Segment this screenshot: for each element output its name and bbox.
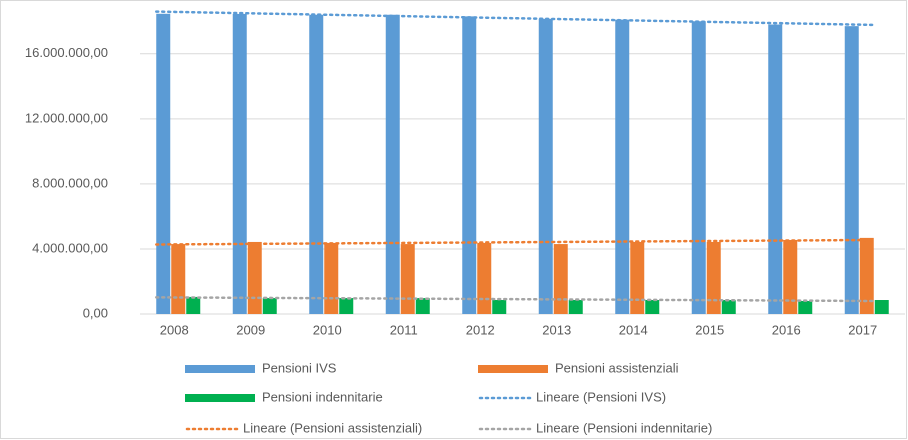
y-tick-label: 0,00 — [83, 305, 108, 320]
y-tick-label: 16.000.000,00 — [25, 45, 108, 60]
legend-label: Lineare (Pensioni assistenziali) — [243, 420, 422, 435]
bar — [538, 18, 553, 315]
legend-label: Lineare (Pensioni IVS) — [536, 389, 666, 404]
y-tick-label: 12.000.000,00 — [25, 110, 108, 125]
legend-swatch — [478, 365, 548, 373]
trendline — [155, 238, 876, 246]
bar — [859, 237, 874, 314]
bar — [615, 19, 630, 315]
legend-label: Lineare (Pensioni indennitarie) — [536, 420, 712, 435]
bar — [721, 300, 736, 314]
bar — [262, 298, 277, 314]
bar — [247, 241, 262, 314]
bar — [844, 26, 859, 315]
legend-label: Pensioni assistenziali — [555, 360, 679, 375]
bar — [691, 21, 706, 315]
x-tick-label: 2013 — [542, 322, 571, 337]
x-tick-label: 2011 — [390, 322, 418, 337]
bar — [798, 300, 813, 314]
x-tick-label: 2017 — [848, 322, 877, 337]
bar — [232, 13, 247, 315]
bar — [783, 240, 798, 314]
bar — [874, 300, 889, 314]
bar — [768, 24, 783, 315]
x-tick-label: 2016 — [772, 322, 801, 337]
bar — [309, 14, 324, 314]
bar — [477, 242, 492, 314]
bar — [186, 296, 201, 314]
x-tick-label: 2010 — [313, 322, 342, 337]
bar — [462, 16, 477, 314]
x-tick-label: 2014 — [619, 322, 648, 337]
bar — [385, 14, 400, 314]
trendline — [155, 10, 876, 27]
x-tick-label: 2008 — [160, 322, 189, 337]
x-tick-label: 2009 — [236, 322, 265, 337]
bar — [645, 300, 660, 314]
bar — [156, 13, 171, 315]
y-tick-label: 4.000.000,00 — [32, 240, 108, 255]
bar — [415, 298, 430, 314]
y-tick-label: 8.000.000,00 — [32, 175, 108, 190]
legend-swatch — [185, 365, 255, 373]
bar — [568, 300, 583, 314]
bar — [171, 244, 186, 314]
bar — [339, 298, 354, 314]
bar — [553, 244, 568, 314]
bar — [492, 300, 507, 314]
bar — [324, 242, 339, 314]
x-tick-label: 2015 — [695, 322, 724, 337]
trendline — [155, 296, 876, 303]
legend-swatch — [185, 394, 255, 402]
x-tick-label: 2012 — [466, 322, 495, 337]
bar — [706, 241, 721, 314]
legend-label: Pensioni indennitarie — [262, 389, 383, 404]
legend-label: Pensioni IVS — [262, 360, 337, 375]
bar — [400, 244, 415, 314]
bar — [630, 241, 645, 314]
